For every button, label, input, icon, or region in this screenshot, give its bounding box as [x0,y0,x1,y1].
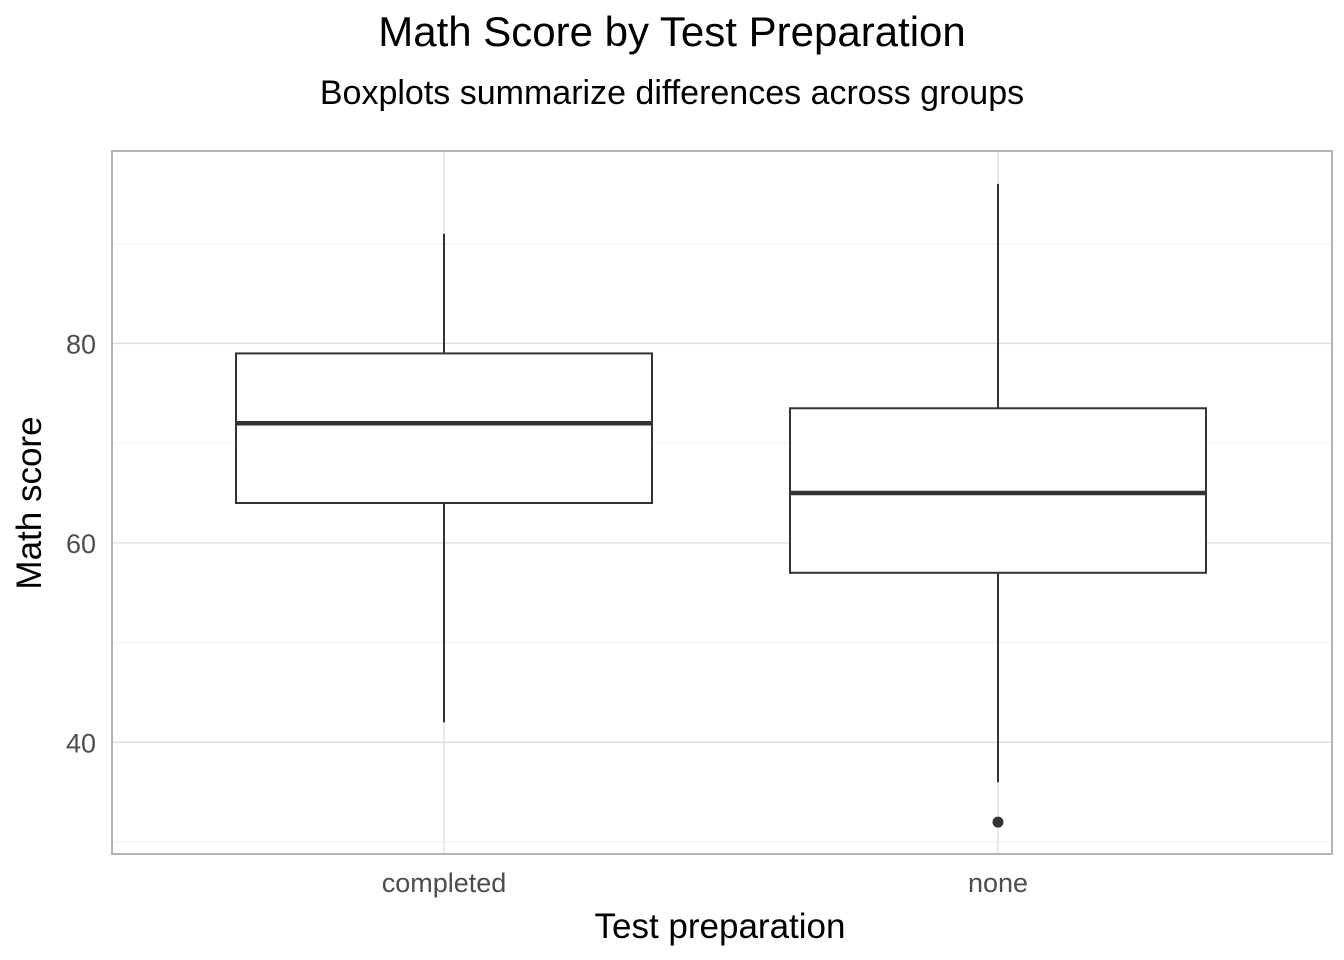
y-axis-title: Math score [10,416,49,589]
y-tick-labels: 40 60 80 [66,329,96,758]
x-tick-label: completed [382,868,507,898]
x-tick-label: none [968,868,1028,898]
x-axis-title: Test preparation [595,907,846,946]
panel-border [111,150,1333,855]
boxes-layer [235,183,1207,828]
box-completed [235,233,653,723]
iqr-box [789,407,1207,574]
chart-subtitle: Boxplots summarize differences across gr… [320,74,1024,112]
outlier-point [992,816,1004,828]
y-tick-label: 60 [66,529,96,559]
y-tick-label: 40 [66,728,96,758]
chart-title: Math Score by Test Preparation [378,8,966,55]
y-tick-label: 80 [66,329,96,359]
iqr-box [235,352,653,504]
box-none [789,183,1207,828]
x-tick-labels: completed none [382,868,1028,898]
